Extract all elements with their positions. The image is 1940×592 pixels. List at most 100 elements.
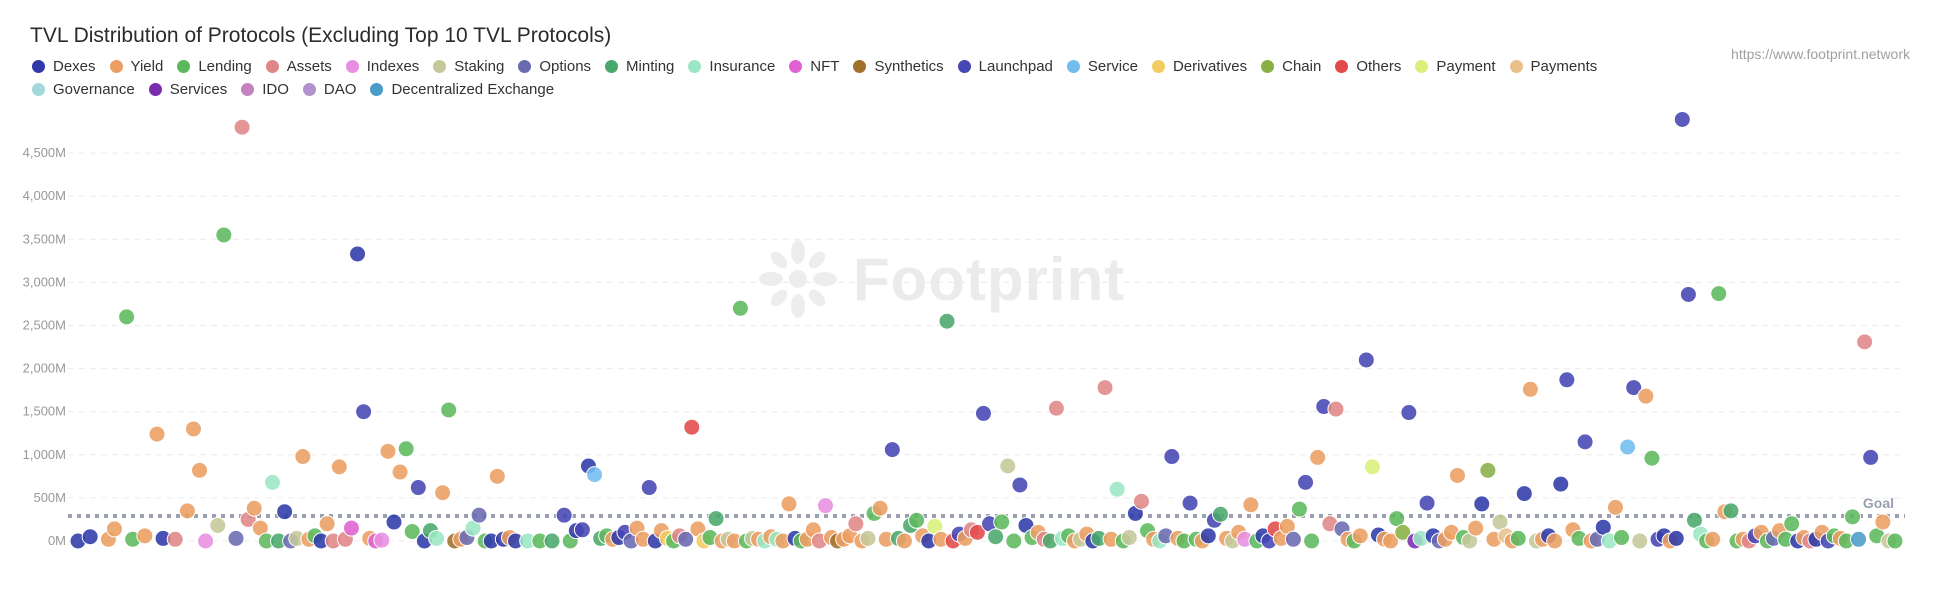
legend-item-dao[interactable]: DAO [302, 81, 356, 98]
data-point-lending[interactable] [397, 440, 415, 458]
data-point-yield[interactable] [1351, 527, 1369, 545]
data-point-lending[interactable] [215, 226, 233, 244]
data-point-dexes[interactable] [1552, 475, 1570, 493]
data-point-assets[interactable] [1096, 379, 1114, 397]
data-point-yield[interactable] [780, 495, 798, 513]
data-point-yield[interactable] [245, 499, 263, 517]
data-point-minting[interactable] [938, 312, 956, 330]
legend-item-decentralized-exchange[interactable]: Decentralized Exchange [370, 81, 554, 98]
data-point-service[interactable] [1619, 438, 1637, 456]
data-point-dexes[interactable] [1667, 529, 1685, 547]
data-point-indexes[interactable] [373, 531, 391, 549]
data-point-launchpad[interactable] [1418, 494, 1436, 512]
source-link[interactable]: https://www.footprint.network [1731, 46, 1910, 62]
data-point-yield[interactable] [294, 448, 312, 466]
legend-item-synthetics[interactable]: Synthetics [853, 58, 944, 75]
data-point-staking[interactable] [999, 457, 1017, 475]
data-point-assets[interactable] [1047, 399, 1065, 417]
data-point-lending[interactable] [731, 299, 749, 317]
legend-item-chain[interactable]: Chain [1261, 58, 1321, 75]
data-point-yield[interactable] [1637, 387, 1655, 405]
data-point-yield[interactable] [318, 515, 336, 533]
data-point-nft[interactable] [342, 519, 360, 537]
data-point-lending[interactable] [403, 523, 421, 541]
legend-item-assets[interactable]: Assets [265, 58, 332, 75]
data-point-staking[interactable] [859, 529, 877, 547]
data-point-launchpad[interactable] [1163, 448, 1181, 466]
legend-item-options[interactable]: Options [518, 58, 591, 75]
data-point-service[interactable] [586, 466, 604, 484]
legend-item-payment[interactable]: Payment [1415, 58, 1496, 75]
data-point-launchpad[interactable] [1679, 285, 1697, 303]
data-point-options[interactable] [677, 530, 695, 548]
data-point-launchpad[interactable] [355, 403, 373, 421]
data-point-yield[interactable] [1467, 519, 1485, 537]
data-point-lending[interactable] [908, 511, 926, 529]
data-point-launchpad[interactable] [974, 404, 992, 422]
data-point-lending[interactable] [118, 308, 136, 326]
data-point-lending[interactable] [440, 401, 458, 419]
data-point-chain[interactable] [1394, 523, 1412, 541]
data-point-decentralized-exchange[interactable] [1850, 530, 1868, 548]
legend-item-service[interactable]: Service [1066, 58, 1138, 75]
data-point-lending[interactable] [1290, 500, 1308, 518]
data-point-lending[interactable] [1783, 515, 1801, 533]
data-point-others[interactable] [683, 418, 701, 436]
data-point-lending[interactable] [1643, 449, 1661, 467]
data-point-dexes[interactable] [1473, 495, 1491, 513]
data-point-dexes[interactable] [81, 528, 99, 546]
data-point-options[interactable] [1284, 530, 1302, 548]
legend-item-minting[interactable]: Minting [605, 58, 674, 75]
data-point-yield[interactable] [136, 527, 154, 545]
data-point-launchpad[interactable] [1297, 473, 1315, 491]
data-point-launchpad[interactable] [1181, 494, 1199, 512]
data-point-lending[interactable] [1613, 529, 1631, 547]
data-point-dexes[interactable] [349, 245, 367, 263]
data-point-assets[interactable] [847, 515, 865, 533]
data-point-yield[interactable] [434, 484, 452, 502]
data-point-staking[interactable] [1631, 532, 1649, 550]
data-point-launchpad[interactable] [573, 521, 591, 539]
legend-item-services[interactable]: Services [148, 81, 227, 98]
data-point-dexes[interactable] [1515, 485, 1533, 503]
data-point-minting[interactable] [987, 528, 1005, 546]
data-point-minting[interactable] [707, 510, 725, 528]
data-point-yield[interactable] [1874, 513, 1892, 531]
legend-item-lending[interactable]: Lending [177, 58, 252, 75]
data-point-others[interactable] [968, 523, 986, 541]
legend-item-yield[interactable]: Yield [109, 58, 163, 75]
data-point-launchpad[interactable] [1558, 371, 1576, 389]
data-point-indexes[interactable] [816, 497, 834, 515]
data-point-yield[interactable] [379, 442, 397, 460]
legend-item-governance[interactable]: Governance [32, 81, 135, 98]
data-point-assets[interactable] [233, 118, 251, 136]
data-point-lending[interactable] [993, 513, 1011, 531]
data-point-assets[interactable] [166, 530, 184, 548]
data-point-yield[interactable] [488, 467, 506, 485]
data-point-launchpad[interactable] [640, 479, 658, 497]
data-point-yield[interactable] [391, 463, 409, 481]
legend-item-launchpad[interactable]: Launchpad [957, 58, 1053, 75]
data-point-assets[interactable] [1327, 400, 1345, 418]
data-point-lending[interactable] [1843, 508, 1861, 526]
data-point-launchpad[interactable] [1673, 110, 1691, 128]
data-point-insurance[interactable] [1108, 480, 1126, 498]
data-point-assets[interactable] [1856, 333, 1874, 351]
data-point-yield[interactable] [1546, 532, 1564, 550]
legend-item-insurance[interactable]: Insurance [688, 58, 775, 75]
data-point-launchpad[interactable] [1357, 351, 1375, 369]
data-point-yield[interactable] [1309, 448, 1327, 466]
data-point-indexes[interactable] [197, 532, 215, 550]
data-point-dexes[interactable] [276, 503, 294, 521]
legend-item-nft[interactable]: NFT [789, 58, 839, 75]
data-point-options[interactable] [227, 529, 245, 547]
data-point-yield[interactable] [1242, 496, 1260, 514]
data-point-yield[interactable] [1704, 530, 1722, 548]
legend-item-payments[interactable]: Payments [1509, 58, 1597, 75]
data-point-launchpad[interactable] [1862, 448, 1880, 466]
data-point-minting[interactable] [1211, 505, 1229, 523]
data-point-assets[interactable] [1132, 492, 1150, 510]
data-point-launchpad[interactable] [1625, 379, 1643, 397]
data-point-yield[interactable] [105, 520, 123, 538]
data-point-lending[interactable] [1005, 532, 1023, 550]
